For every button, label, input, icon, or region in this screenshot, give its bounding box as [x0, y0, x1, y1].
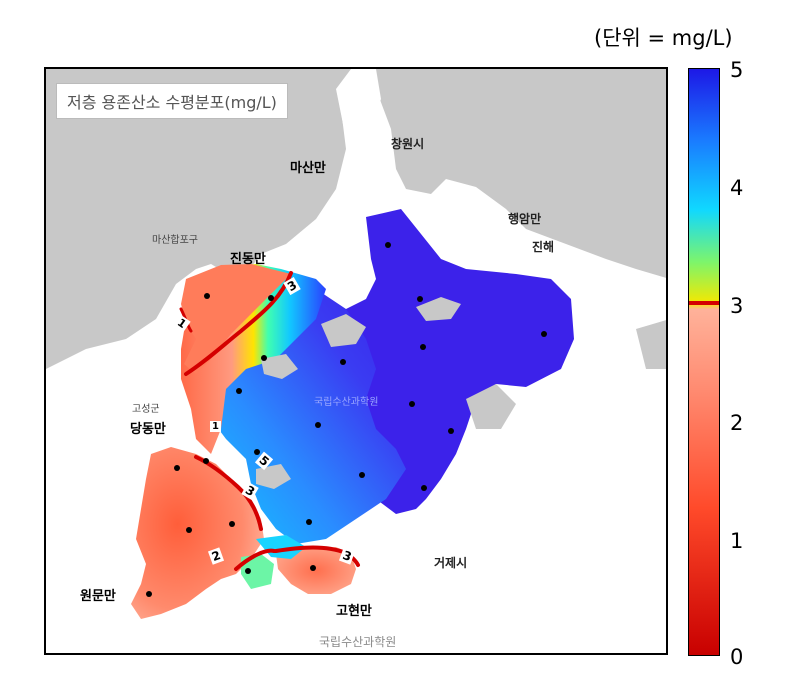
do-zone-south-transition-2 — [256, 535, 306, 559]
sampling-station-dot — [409, 401, 415, 407]
map-panel: 3 3 3 5 1 2 1 저층 용존산소 수평분포(mg/L) 창원시 마산만… — [44, 67, 668, 655]
do-zone-south-transition — [241, 554, 274, 589]
sampling-station-dot — [186, 527, 192, 533]
sampling-station-dot — [359, 472, 365, 478]
watermark-bottom: 국립수산과학원 — [319, 635, 397, 649]
island — [321, 314, 366, 347]
colorbar-tick-1: 1 — [730, 529, 744, 553]
colorbar — [688, 68, 720, 656]
colorbar-tick-4: 4 — [730, 176, 744, 200]
do-zone-jindong-low — [181, 264, 291, 374]
label-jindong-bay: 진동만 — [230, 252, 266, 267]
label-changwon: 창원시 — [391, 137, 425, 151]
label-geoje: 거제시 — [434, 556, 468, 570]
contour-line-2 — [234, 548, 276, 571]
sampling-station-dot — [448, 428, 454, 434]
label-jinhae: 진해 — [532, 240, 555, 254]
island — [416, 297, 461, 321]
colorbar-tick-3: 3 — [730, 294, 744, 318]
sampling-station-dot — [174, 465, 180, 471]
sampling-station-dot — [385, 242, 391, 248]
contour-line-3-jindong — [184, 271, 293, 376]
colorbar-tick-2: 2 — [730, 411, 744, 435]
island — [636, 320, 666, 369]
label-goseong: 고성군 — [132, 404, 160, 415]
sampling-station-dot — [203, 458, 209, 464]
label-dangdong-bay: 당동만 — [130, 422, 166, 437]
colorbar-tick-5: 5 — [730, 58, 744, 82]
sea-north-channel — [336, 69, 381, 139]
contour-line-3-dangdong — [194, 455, 263, 531]
island — [466, 384, 516, 429]
sea-west-inlet — [46, 399, 166, 559]
label-masan-bay: 마산만 — [290, 161, 326, 176]
sampling-station-dot — [420, 344, 426, 350]
sampling-station-dot — [229, 521, 235, 527]
watermark-center: 국립수산과학원 — [314, 397, 379, 408]
sampling-station-dot — [310, 565, 316, 571]
sampling-station-dot — [146, 591, 152, 597]
sampling-station-dot — [204, 293, 210, 299]
unit-label: (단위 = mg/L) — [594, 26, 733, 50]
label-masanhappo: 마산합포구 — [152, 235, 198, 246]
sampling-station-dot — [421, 485, 427, 491]
colorbar-tick-0: 0 — [730, 645, 744, 669]
island — [256, 464, 291, 489]
sampling-station-dot — [417, 296, 423, 302]
label-gohyeon-bay: 고현만 — [336, 604, 372, 619]
map-canvas — [46, 69, 666, 653]
sampling-station-dot — [236, 388, 242, 394]
sampling-station-dot — [254, 449, 260, 455]
sampling-station-dot — [315, 422, 321, 428]
island — [261, 354, 298, 379]
map-title: 저층 용존산소 수평분포(mg/L) — [56, 83, 288, 119]
sampling-station-dot — [245, 568, 251, 574]
sampling-station-dot — [261, 355, 267, 361]
sampling-station-dot — [306, 519, 312, 525]
do-zone-south-low — [276, 547, 356, 594]
contour-label: 1 — [210, 421, 221, 432]
label-haengam-bay: 행암만 — [508, 212, 542, 226]
sampling-station-dot — [340, 359, 346, 365]
colorbar-threshold-line — [689, 301, 719, 306]
sampling-station-dot — [268, 295, 274, 301]
sampling-station-dot — [541, 331, 547, 337]
label-wonmun-bay: 원문만 — [80, 589, 116, 604]
do-zone-dangdong-low — [131, 447, 264, 619]
